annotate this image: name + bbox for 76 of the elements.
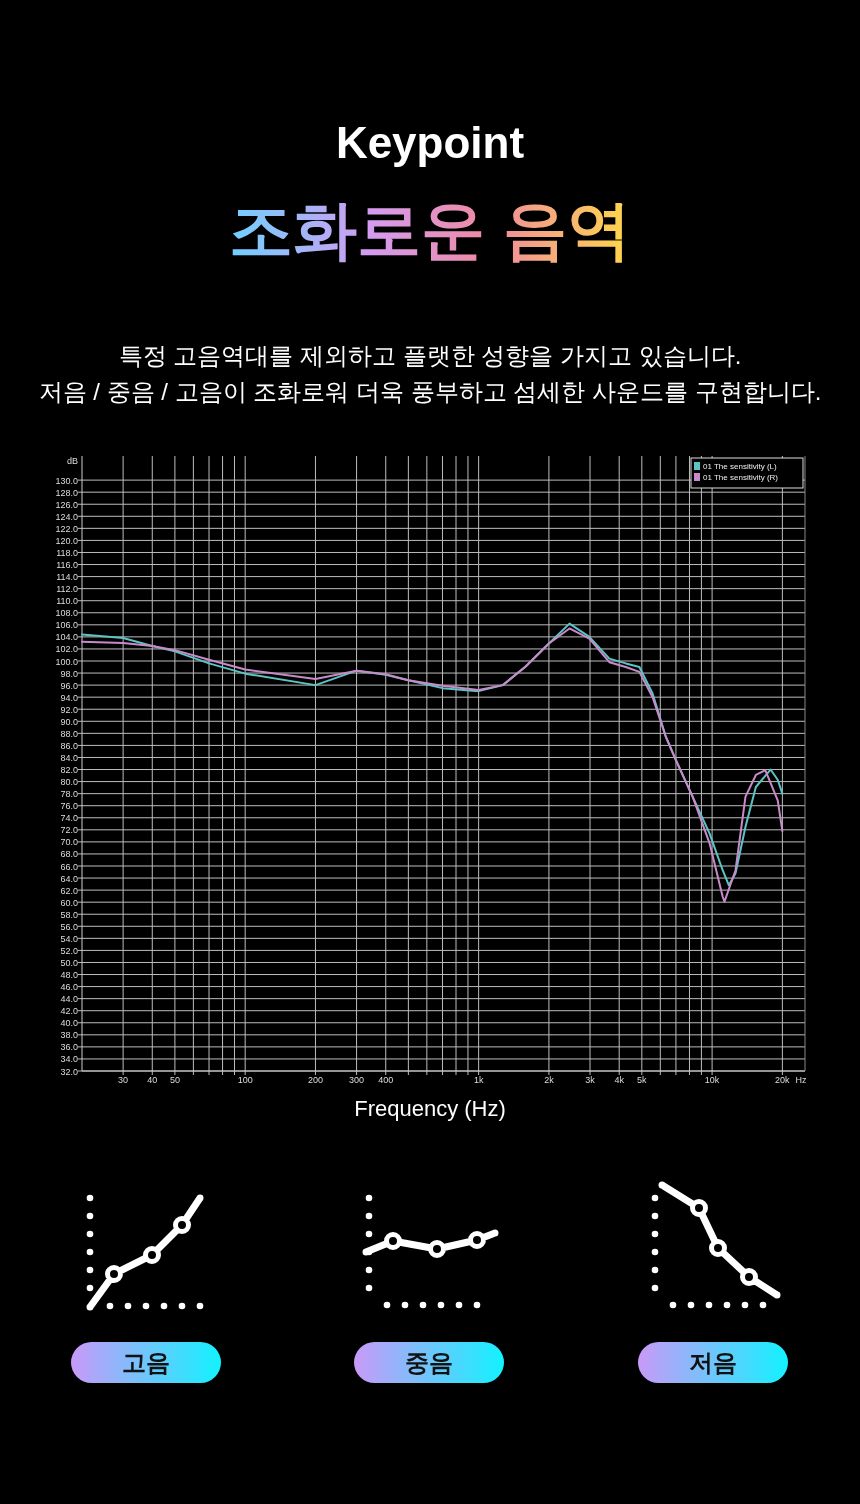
x-tick-label: 1k: [473, 1075, 484, 1085]
chart-title: Keypoint: [335, 118, 525, 167]
text: 중음: [405, 1349, 453, 1376]
y-tick-label: 58.0: [60, 909, 78, 920]
x-tick-label: 300: [349, 1075, 365, 1085]
y-tick-label: 34.0: [60, 1054, 78, 1065]
y-tick-label: 64.0: [60, 873, 78, 884]
x-tick-label: 50: [169, 1075, 180, 1085]
text: 특정 고음역대를 제외하고 플랫한 성향을 가지고 있습니다.: [118, 342, 742, 369]
y-tick-label: 48.0: [60, 970, 78, 981]
y-tick-label: 46.0: [60, 982, 78, 993]
text: 저음: [689, 1349, 737, 1376]
y-axis-title: dB: [66, 456, 78, 466]
y-tick-label: 130.0: [55, 475, 78, 486]
y-tick-label: 50.0: [60, 957, 78, 968]
y-tick-label: 100.0: [55, 656, 78, 667]
y-tick-label: 112.0: [56, 584, 78, 595]
text: 저음 / 중음 / 고음이 조화로워 더욱 풍부하고 섬세한 사운드를 구현합니다.: [38, 378, 822, 405]
y-tick-label: 84.0: [60, 752, 78, 763]
text: 고음: [122, 1349, 170, 1376]
y-tick-label: 106.0: [55, 620, 78, 631]
y-tick-label: 102.0: [55, 644, 78, 655]
y-tick-label: 32.0: [60, 1066, 78, 1077]
y-tick-label: 96.0: [60, 680, 78, 691]
y-tick-label: 126.0: [55, 499, 78, 510]
x-tick-label: 400: [378, 1075, 394, 1085]
y-tick-label: 108.0: [55, 608, 78, 619]
x-tick-label: 100: [237, 1075, 253, 1085]
y-tick-label: 92.0: [60, 704, 78, 715]
x-tick-label: 5k: [637, 1075, 648, 1085]
y-tick-label: 42.0: [60, 1006, 78, 1017]
x-tick-label: 2k: [544, 1075, 555, 1085]
y-tick-label: 54.0: [60, 933, 78, 944]
y-tick-label: 94.0: [60, 692, 78, 703]
legend-label: 01 The sensitivity (R): [703, 473, 779, 482]
x-tick-label: 30: [118, 1075, 129, 1085]
y-tick-label: 62.0: [60, 885, 78, 896]
y-tick-label: 38.0: [60, 1030, 78, 1041]
x-tick-label: 40: [147, 1075, 158, 1085]
y-tick-label: 90.0: [60, 716, 78, 727]
y-tick-label: 122.0: [55, 523, 78, 534]
y-tick-label: 80.0: [60, 777, 78, 788]
y-tick-label: 118.0: [56, 547, 78, 558]
y-tick-label: 78.0: [60, 789, 78, 800]
x-tick-label: 200: [307, 1075, 323, 1085]
y-tick-label: 82.0: [60, 765, 78, 776]
y-tick-label: 124.0: [55, 511, 78, 522]
y-tick-label: 44.0: [60, 994, 78, 1005]
y-tick-label: 68.0: [60, 849, 78, 860]
chart-subtitle: 조화로운 음역: [229, 194, 631, 266]
y-tick-label: 116.0: [56, 560, 78, 571]
y-tick-label: 36.0: [60, 1042, 78, 1053]
y-tick-label: 88.0: [60, 728, 78, 739]
x-tick-label: 4k: [614, 1075, 625, 1085]
x-tick-label: 20k: [775, 1075, 791, 1085]
y-tick-label: 74.0: [60, 813, 78, 824]
y-tick-label: 56.0: [60, 921, 78, 932]
legend-label: 01 The sensitivity (L): [703, 462, 777, 471]
y-tick-label: 114.0: [56, 572, 78, 583]
y-tick-label: 40.0: [60, 1018, 78, 1029]
y-tick-label: 52.0: [60, 945, 78, 956]
y-tick-label: 72.0: [60, 825, 78, 836]
y-tick-label: 110.0: [56, 596, 78, 607]
y-tick-label: 86.0: [60, 740, 78, 751]
y-tick-label: 120.0: [55, 535, 78, 546]
y-tick-label: 104.0: [55, 632, 78, 643]
y-tick-label: 98.0: [60, 668, 78, 679]
y-tick-label: 70.0: [60, 837, 78, 848]
y-tick-label: 60.0: [60, 897, 78, 908]
y-tick-label: 66.0: [60, 861, 78, 872]
y-tick-label: 76.0: [60, 801, 78, 812]
text: Hz: [795, 1075, 807, 1085]
x-axis-title: Frequency (Hz): [354, 1096, 506, 1121]
y-tick-label: 128.0: [55, 487, 78, 498]
x-tick-label: 3k: [585, 1075, 596, 1085]
x-tick-label: 10k: [704, 1075, 720, 1085]
